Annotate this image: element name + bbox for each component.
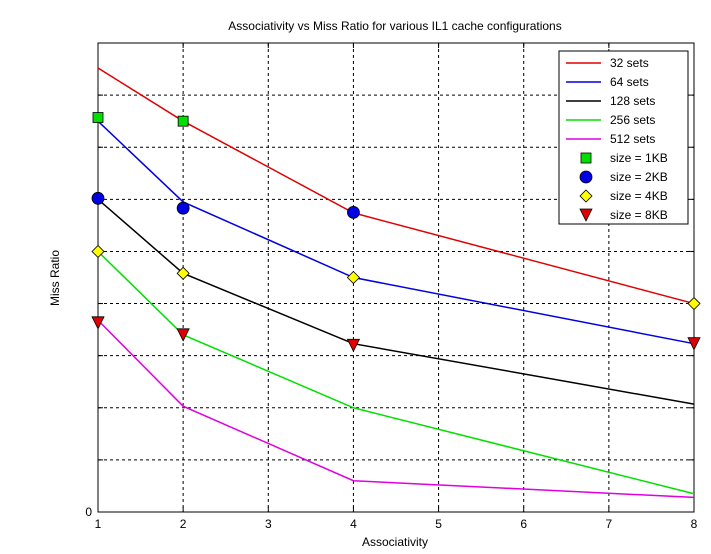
series-line <box>97 198 695 405</box>
series-line <box>97 250 695 495</box>
series-line <box>97 319 695 499</box>
data-marker <box>91 191 105 205</box>
y-axis-label: Miss Ratio <box>48 250 62 306</box>
plot-area-frame <box>97 42 695 513</box>
legend-marker-swatch <box>580 152 592 164</box>
data-marker <box>346 270 360 285</box>
legend-marker-swatch <box>579 170 593 184</box>
data-marker <box>176 201 190 215</box>
legend-label: size = 4KB <box>610 189 668 203</box>
legend-label: 256 sets <box>610 113 655 127</box>
legend-label: 512 sets <box>610 132 655 146</box>
legend-label: size = 1KB <box>610 151 668 165</box>
x-tick-label: 1 <box>95 517 102 531</box>
data-marker <box>91 316 105 330</box>
data-marker <box>91 244 105 259</box>
legend-label: 64 sets <box>610 75 649 89</box>
x-tick-label: 3 <box>265 517 272 531</box>
x-axis-label: Associativity <box>362 535 428 549</box>
data-marker <box>92 112 104 123</box>
data-marker <box>176 266 190 280</box>
legend-label: 32 sets <box>610 56 649 70</box>
legend-label: size = 2KB <box>610 170 668 184</box>
data-marker <box>347 205 360 219</box>
x-tick-label: 4 <box>350 517 357 531</box>
data-marker <box>176 328 190 342</box>
series-line <box>97 120 695 345</box>
data-marker <box>687 337 701 351</box>
data-marker <box>177 115 189 127</box>
series-lines <box>97 67 695 499</box>
legend-marker-swatch <box>579 208 593 222</box>
data-marker <box>346 338 361 353</box>
x-axis-ticks: 1 2 3 4 5 6 7 8 <box>95 43 698 531</box>
x-tick-label: 2 <box>180 517 187 531</box>
data-marker <box>687 296 701 311</box>
legend-marker-swatch <box>579 189 593 203</box>
chart-title: Associativity vs Miss Ratio for various … <box>228 19 561 33</box>
series-line <box>97 67 695 305</box>
x-tick-label: 6 <box>520 517 527 531</box>
size-markers <box>91 112 701 353</box>
legend: 32 sets 64 sets 128 sets 256 sets 512 sets si… <box>558 50 689 225</box>
legend-label: size = 8KB <box>610 208 668 222</box>
legend-label: 128 sets <box>610 94 655 108</box>
x-tick-label: 5 <box>435 517 442 531</box>
y-tick-label: 0 <box>85 505 92 519</box>
x-tick-label: 8 <box>691 517 698 531</box>
x-tick-label: 7 <box>606 517 613 531</box>
